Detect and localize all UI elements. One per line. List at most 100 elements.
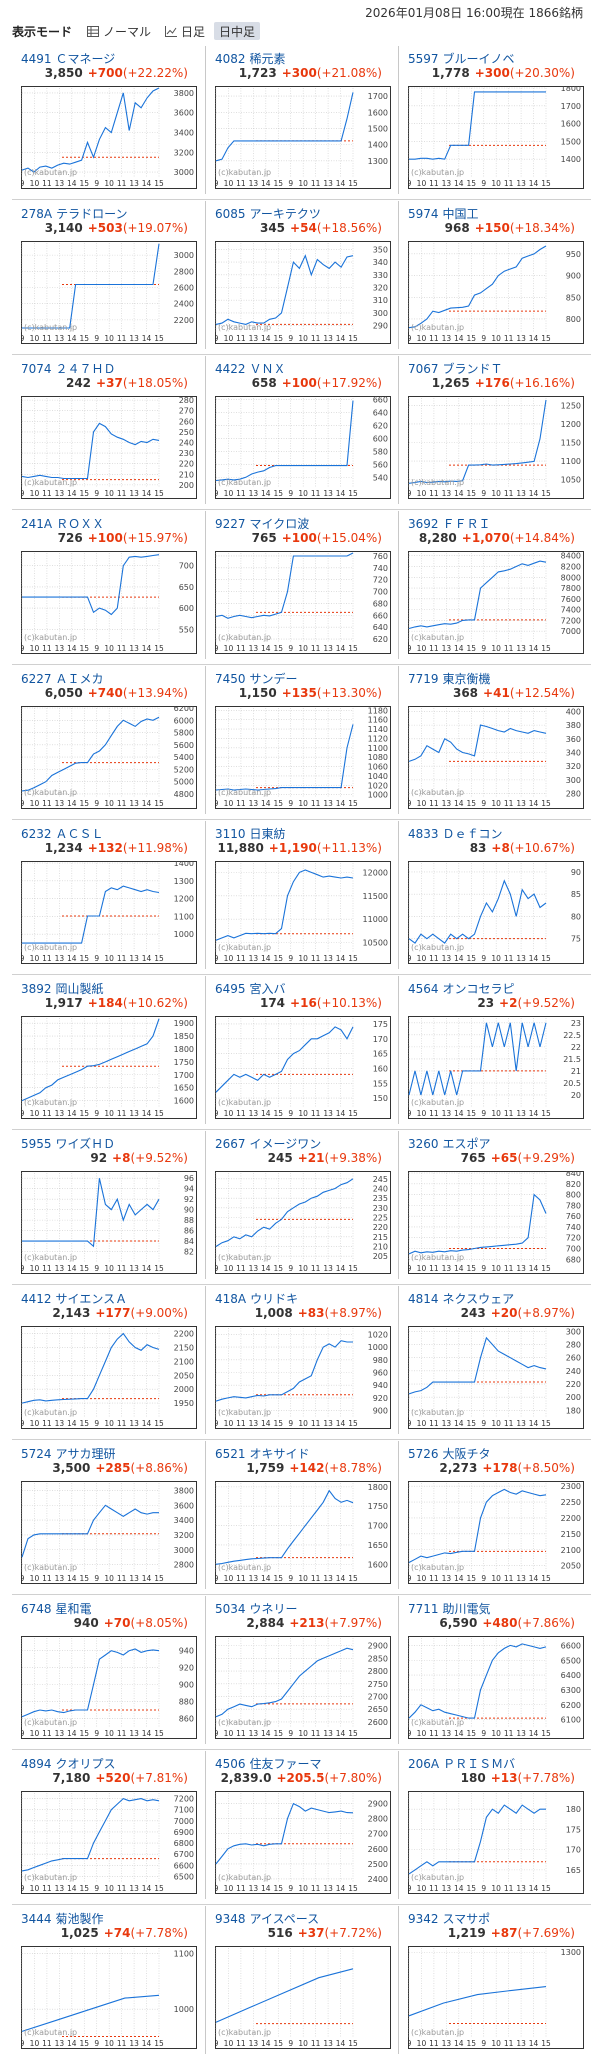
stock-code-link[interactable]: 3444 [21, 1912, 52, 1926]
intraday-chart-link[interactable]: 2600 2650 2700 2750 2800 2850 2900 (c)kabutan.j… [214, 1636, 391, 1739]
stock-name-link[interactable]: 稀元素 [249, 52, 286, 66]
stock-name-link[interactable]: サイエンスＡ [55, 1292, 128, 1306]
stock-name-link[interactable]: ネクスウェア [442, 1292, 515, 1306]
stock-code-link[interactable]: 4814 [408, 1292, 439, 1306]
stock-name-link[interactable]: Ｄｅｆコン [442, 827, 503, 841]
stock-code-link[interactable]: 5724 [21, 1447, 52, 1461]
stock-code-link[interactable]: 3260 [408, 1137, 439, 1151]
intraday-chart-link[interactable]: 200 210 220 230 240 250 260 270 280 (c)kabutan.jp… [20, 396, 197, 499]
stock-name-link[interactable]: アイスペース [249, 1912, 320, 1926]
stock-name-link[interactable]: オキサイド [249, 1447, 310, 1461]
intraday-chart-link[interactable]: 82 84 86 88 90 92 94 96 (c)kabutan.jp 9 10 11 13 14 15… [20, 1171, 197, 1274]
stock-code-link[interactable]: 5034 [215, 1602, 246, 1616]
stock-name-link[interactable]: 中国工 [442, 207, 479, 221]
stock-code-link[interactable]: 6748 [21, 1602, 52, 1616]
stock-code-link[interactable]: 206A [408, 1757, 440, 1771]
stock-name-link[interactable]: 住友ファーマ [249, 1757, 322, 1771]
stock-name-link[interactable]: 宮入バ [249, 982, 286, 996]
stock-code-link[interactable]: 6085 [215, 207, 246, 221]
intraday-chart-link[interactable]: 75 80 85 90 (c)kabutan.jp 9 10 11 13 14 15 9 10 11 13 1… [407, 861, 584, 964]
stock-code-link[interactable]: 6521 [215, 1447, 246, 1461]
stock-code-link[interactable]: 9227 [215, 517, 246, 531]
intraday-chart-link[interactable]: (c)kabutan.jp 9 10 11 13 14 15 9 10 11 13 14 15 [214, 1946, 391, 2049]
stock-code-link[interactable]: 9348 [215, 1912, 246, 1926]
stock-name-link[interactable]: 菊池製作 [55, 1912, 104, 1926]
stock-name-link[interactable]: ２４７ＨＤ [55, 362, 116, 376]
stock-code-link[interactable]: 4491 [21, 52, 52, 66]
stock-code-link[interactable]: 4506 [215, 1757, 246, 1771]
intraday-chart-link[interactable]: 1000 1100 (c)kabutan.jp 9 10 11 13 14 15 9 10 11 13 1… [20, 1946, 197, 2049]
stock-code-link[interactable]: 4422 [215, 362, 246, 376]
stock-name-link[interactable]: アーキテクツ [249, 207, 321, 221]
stock-code-link[interactable]: 6227 [21, 672, 52, 686]
intraday-chart-link[interactable]: 2800 3000 3200 3400 3600 3800 (c)kabutan.jp 9 10… [20, 1481, 197, 1584]
stock-name-link[interactable]: 星和電 [55, 1602, 92, 1616]
intraday-chart-link[interactable]: 1000 1020 1040 1060 1080 1100 1120 1140 1160 1180… [214, 706, 391, 809]
stock-name-link[interactable]: アサカ理研 [55, 1447, 116, 1461]
stock-name-link[interactable]: ＲＯＸＸ [56, 517, 105, 531]
stock-code-link[interactable]: 4894 [21, 1757, 52, 1771]
intraday-chart-link[interactable]: 7000 7200 7400 7600 7800 8000 8200 8400 (c)kabut… [407, 551, 584, 654]
stock-name-link[interactable]: 助川電気 [442, 1602, 491, 1616]
stock-code-link[interactable]: 9342 [408, 1912, 439, 1926]
intraday-chart-link[interactable]: 1000 1100 1200 1300 1400 (c)kabutan.jp 9 10 11 13… [20, 859, 197, 964]
intraday-chart-link[interactable]: 1300 1400 1500 1600 1700 (c)kabutan.jp 9 10 11 13… [214, 86, 391, 189]
stock-name-link[interactable]: エスポア [442, 1137, 491, 1151]
stock-code-link[interactable]: 7711 [408, 1602, 439, 1616]
stock-code-link[interactable]: 6495 [215, 982, 246, 996]
stock-name-link[interactable]: ＶＮＸ [249, 362, 286, 376]
stock-name-link[interactable]: マイクロ波 [249, 517, 310, 531]
stock-name-link[interactable]: ＰＲＩＳＭバ [443, 1757, 516, 1771]
intraday-chart-link[interactable]: 2050 2100 2150 2200 2250 2300 (c)kabutan.jp 9 10… [407, 1481, 584, 1584]
intraday-chart-link[interactable]: 4800 5000 5200 5400 5600 5800 6000 6200 (c)kabut… [20, 704, 197, 809]
stock-code-link[interactable]: 5974 [408, 207, 439, 221]
mode-daily-button[interactable]: 日足 [160, 22, 210, 40]
stock-name-link[interactable]: 大阪チタ [442, 1447, 491, 1461]
stock-name-link[interactable]: クオリプス [55, 1757, 116, 1771]
intraday-chart-link[interactable]: 6500 6600 6700 6800 6900 7000 7100 7200 (c)kabut… [20, 1791, 197, 1894]
stock-code-link[interactable]: 4833 [408, 827, 439, 841]
stock-name-link[interactable]: スマサポ [442, 1912, 491, 1926]
intraday-chart-link[interactable]: 1950 2000 2050 2100 2150 2200 (c)kabutan.jp 9 10… [20, 1326, 197, 1429]
intraday-chart-link[interactable]: 620 640 660 680 700 720 740 760 (c)kabutan.jp 9 10… [214, 551, 391, 654]
stock-code-link[interactable]: 2667 [215, 1137, 246, 1151]
intraday-chart-link[interactable]: 10500 11000 11500 12000 (c)kabutan.jp 9 10 11 13… [214, 861, 391, 964]
intraday-chart-link[interactable]: 20 20.5 21 21.5 22 22.5 23 (c)kabutan.jp 9 10 11 13… [407, 1016, 584, 1119]
intraday-chart-link[interactable]: 1300 (c)kabutan.jp 9 10 11 13 14 15 9 10 11 13 14 15 [407, 1946, 584, 2049]
intraday-chart-link[interactable]: 680 700 720 740 760 780 800 820 840 (c)kabutan.jp… [407, 1169, 584, 1274]
intraday-chart-link[interactable]: 1600 1650 1700 1750 1800 (c)kabutan.jp 9 10 11 13… [214, 1481, 391, 1584]
stock-code-link[interactable]: 6232 [21, 827, 52, 841]
intraday-chart-link[interactable]: 150 155 160 165 170 175 (c)kabutan.jp 9 10 11 13 14… [214, 1016, 391, 1119]
stock-name-link[interactable]: テラドローン [56, 207, 128, 221]
stock-code-link[interactable]: 4412 [21, 1292, 52, 1306]
intraday-chart-link[interactable]: 1600 1650 1700 1750 1800 1850 1900 (c)kabutan.j… [20, 1016, 197, 1119]
stock-name-link[interactable]: ウネリー [249, 1602, 298, 1616]
stock-name-link[interactable]: 東京衡機 [442, 672, 491, 686]
stock-name-link[interactable]: ＡＣＳＬ [55, 827, 104, 841]
intraday-chart-link[interactable]: 860 880 900 920 940 (c)kabutan.jp 9 10 11 13 14 15 9… [20, 1636, 197, 1739]
stock-code-link[interactable]: 7074 [21, 362, 52, 376]
stock-code-link[interactable]: 7067 [408, 362, 439, 376]
stock-name-link[interactable]: サンデー [249, 672, 298, 686]
stock-code-link[interactable]: 4082 [215, 52, 246, 66]
stock-code-link[interactable]: 3892 [21, 982, 52, 996]
stock-code-link[interactable]: 5955 [21, 1137, 52, 1151]
stock-code-link[interactable]: 241A [21, 517, 53, 531]
intraday-chart-link[interactable]: 165 170 175 180 (c)kabutan.jp 9 10 11 13 14 15 9 10 1… [407, 1791, 584, 1894]
stock-name-link[interactable]: ブルーイノベ [442, 52, 515, 66]
intraday-chart-link[interactable]: 900 920 940 960 980 1000 1020 (c)kabutan.jp 9 10 1… [214, 1326, 391, 1429]
intraday-chart-link[interactable]: 6100 6200 6300 6400 6500 6600 (c)kabutan.jp 9 10… [407, 1636, 584, 1739]
stock-name-link[interactable]: 岡山製紙 [55, 982, 104, 996]
intraday-chart-link[interactable]: 180 200 220 240 260 280 300 (c)kabutan.jp 9 10 11 1… [407, 1326, 584, 1429]
stock-name-link[interactable]: Ｃマネージ [55, 52, 116, 66]
stock-code-link[interactable]: 7450 [215, 672, 246, 686]
stock-name-link[interactable]: 日東紡 [249, 827, 286, 841]
stock-code-link[interactable]: 278A [21, 207, 53, 221]
intraday-chart-link[interactable]: 800 850 900 950 (c)kabutan.jp 9 10 11 13 14 15 9 10 1… [407, 241, 584, 344]
stock-code-link[interactable]: 3692 [408, 517, 439, 531]
stock-name-link[interactable]: オンコセラピ [442, 982, 515, 996]
intraday-chart-link[interactable]: 1400 1500 1600 1700 1800 (c)kabutan.jp 9 10 11 13… [407, 84, 584, 189]
stock-name-link[interactable]: イメージワン [249, 1137, 322, 1151]
stock-code-link[interactable]: 5597 [408, 52, 439, 66]
intraday-chart-link[interactable]: 280 300 320 340 360 380 400 (c)kabutan.jp 9 10 11 1… [407, 706, 584, 809]
